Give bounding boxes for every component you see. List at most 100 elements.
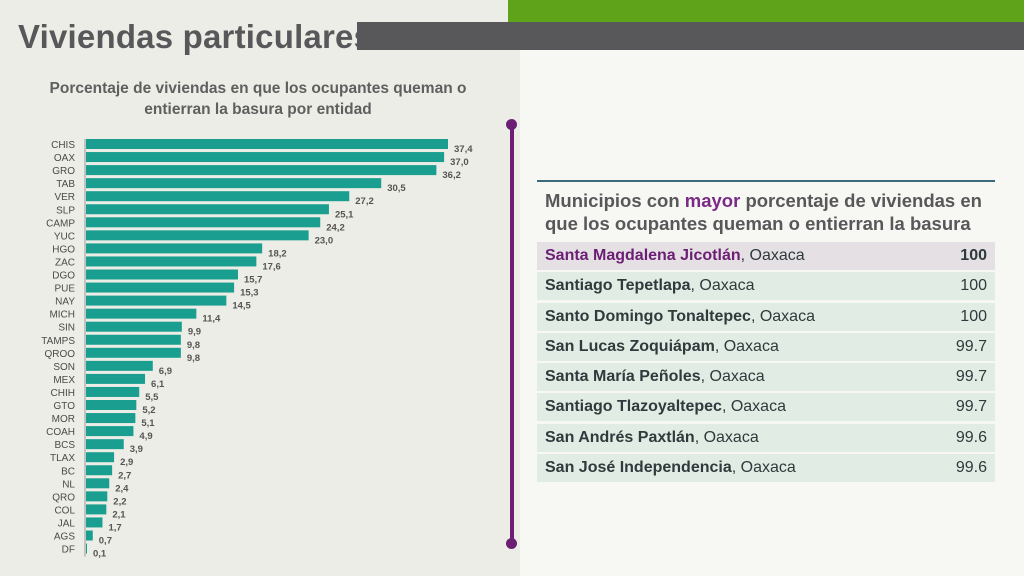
municipio-state: , Oaxaca (731, 459, 796, 477)
bar-coah (86, 426, 134, 437)
bar-tlax (86, 452, 115, 463)
category-label: DGO (52, 271, 75, 282)
value-label: 0,7 (99, 536, 112, 547)
bar-chih (86, 386, 140, 397)
municipio-row: San Andrés Paxtlán, Oaxaca 99.6 (537, 423, 995, 452)
value-label: 36,2 (442, 170, 461, 181)
municipio-state: , Oaxaca (740, 247, 805, 264)
value-label: 2,1 (112, 509, 126, 520)
value-label: 0,1 (93, 549, 107, 560)
value-label: 9,8 (187, 353, 200, 364)
title-bar (357, 22, 1024, 50)
bar-bcs (86, 439, 124, 450)
category-label: SLP (56, 205, 75, 216)
value-label: 18,2 (268, 248, 287, 259)
municipio-label: Santiago Tlazoyaltepec (545, 398, 722, 416)
heading-pre: Municipios con (545, 190, 685, 211)
value-label: 15,7 (244, 275, 263, 286)
value-label: 9,9 (188, 327, 201, 338)
municipio-value: 100 (960, 307, 987, 325)
municipio-row: Santo Domingo Tonaltepec, Oaxaca 100 (537, 302, 995, 331)
bar-mich (86, 308, 197, 319)
value-label: 5,2 (142, 405, 155, 416)
municipio-state: , Oaxaca (714, 337, 779, 355)
bar-chart: CHIS 37,4 OAX 37,0 GRO 36,2 TAB 30,5 VER 27,2 SLP 2… (41, 139, 473, 560)
value-label: 23,0 (315, 235, 334, 246)
value-label: 2,9 (120, 457, 133, 468)
bar-gto (86, 400, 137, 410)
bar-tamps (86, 334, 181, 345)
category-label: GTO (54, 401, 76, 412)
municipio-label: Santiago Tepetlapa (545, 277, 691, 295)
bar-son (86, 360, 153, 371)
bar-yuc (86, 230, 309, 241)
bar-nay (86, 295, 227, 306)
category-label: CHIH (51, 388, 75, 399)
bar-zac (86, 256, 257, 267)
municipio-name: San José Independencia, Oaxaca (545, 459, 796, 477)
municipio-value: 99.7 (955, 368, 987, 386)
category-label: MOR (52, 414, 75, 425)
bar-hgo (86, 243, 263, 254)
category-label: MICH (49, 310, 75, 321)
heading-accent: mayor (684, 190, 741, 211)
municipio-label: San Andrés Paxtlán (545, 428, 695, 446)
municipio-state: , Oaxaca (750, 307, 815, 325)
municipio-state: , Oaxaca (690, 277, 755, 295)
category-label: OAX (54, 153, 75, 164)
category-label: TAMPS (41, 336, 75, 347)
value-label: 2,7 (118, 470, 131, 481)
bar-nl (86, 478, 110, 489)
municipio-row: Santa María Peñoles, Oaxaca 99.7 (537, 363, 995, 392)
category-label: MEX (53, 375, 75, 386)
municipio-label: San Lucas Zoquiápam (545, 337, 715, 355)
category-label: SON (53, 362, 75, 373)
category-label: SIN (58, 323, 75, 334)
value-label: 4,9 (139, 431, 152, 442)
divider-dot-top (506, 119, 517, 130)
bar-col (86, 504, 107, 515)
municipio-label: San José Independencia (545, 459, 732, 477)
panel-heading: Municipios con mayor porcentaje de vivie… (537, 182, 995, 242)
category-label: CAMP (46, 218, 75, 229)
category-label: NAY (55, 297, 75, 308)
value-label: 11,4 (202, 314, 221, 325)
municipio-name: Santa Magdalena Jicotlán, Oaxaca (545, 247, 805, 265)
municipio-name: San Lucas Zoquiápam, Oaxaca (545, 338, 779, 356)
bar-tab (86, 178, 382, 189)
municipio-name: Santo Domingo Tonaltepec, Oaxaca (545, 308, 815, 326)
category-label: JAL (58, 518, 76, 529)
category-label: QROO (44, 349, 75, 360)
value-label: 2,4 (115, 483, 129, 494)
divider-dot-bottom (506, 538, 517, 549)
bar-mor (86, 413, 136, 424)
municipio-row: Santiago Tepetlapa, Oaxaca 100 (537, 272, 995, 301)
municipio-row: Santiago Tlazoyaltepec, Oaxaca 99.7 (537, 393, 995, 422)
municipio-name: Santiago Tlazoyaltepec, Oaxaca (545, 398, 786, 416)
municipio-name: Santa María Peñoles, Oaxaca (545, 368, 765, 386)
green-accent-bar (508, 0, 1024, 22)
municipio-label: Santa María Peñoles (545, 368, 701, 386)
bar-gro (86, 165, 437, 176)
value-label: 6,1 (151, 379, 165, 390)
category-label: YUC (54, 231, 75, 242)
category-label: BCS (54, 440, 75, 451)
value-label: 1,7 (108, 522, 121, 533)
value-label: 30,5 (387, 183, 406, 194)
category-label: COL (54, 505, 75, 516)
category-label: HGO (52, 244, 75, 255)
bar-ags (86, 530, 93, 541)
category-label: BC (61, 466, 75, 477)
value-label: 37,4 (454, 144, 473, 155)
municipio-value: 99.6 (955, 459, 987, 477)
bar-oax (86, 152, 445, 163)
divider-line (510, 124, 514, 544)
municipio-row: San José Independencia, Oaxaca 99.6 (537, 454, 995, 483)
value-label: 25,1 (335, 209, 354, 220)
bar-qroo (86, 347, 181, 358)
value-label: 3,9 (130, 444, 143, 455)
bar-bc (86, 465, 113, 476)
municipio-value: 100 (960, 247, 987, 264)
category-label: QRO (52, 492, 75, 503)
bar-df (86, 543, 87, 554)
